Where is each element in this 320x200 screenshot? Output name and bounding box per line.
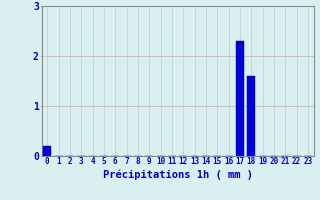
Bar [247, 76, 255, 156]
Bar [43, 146, 51, 156]
X-axis label: Précipitations 1h ( mm ): Précipitations 1h ( mm ) [103, 169, 252, 180]
Bar [236, 41, 244, 156]
